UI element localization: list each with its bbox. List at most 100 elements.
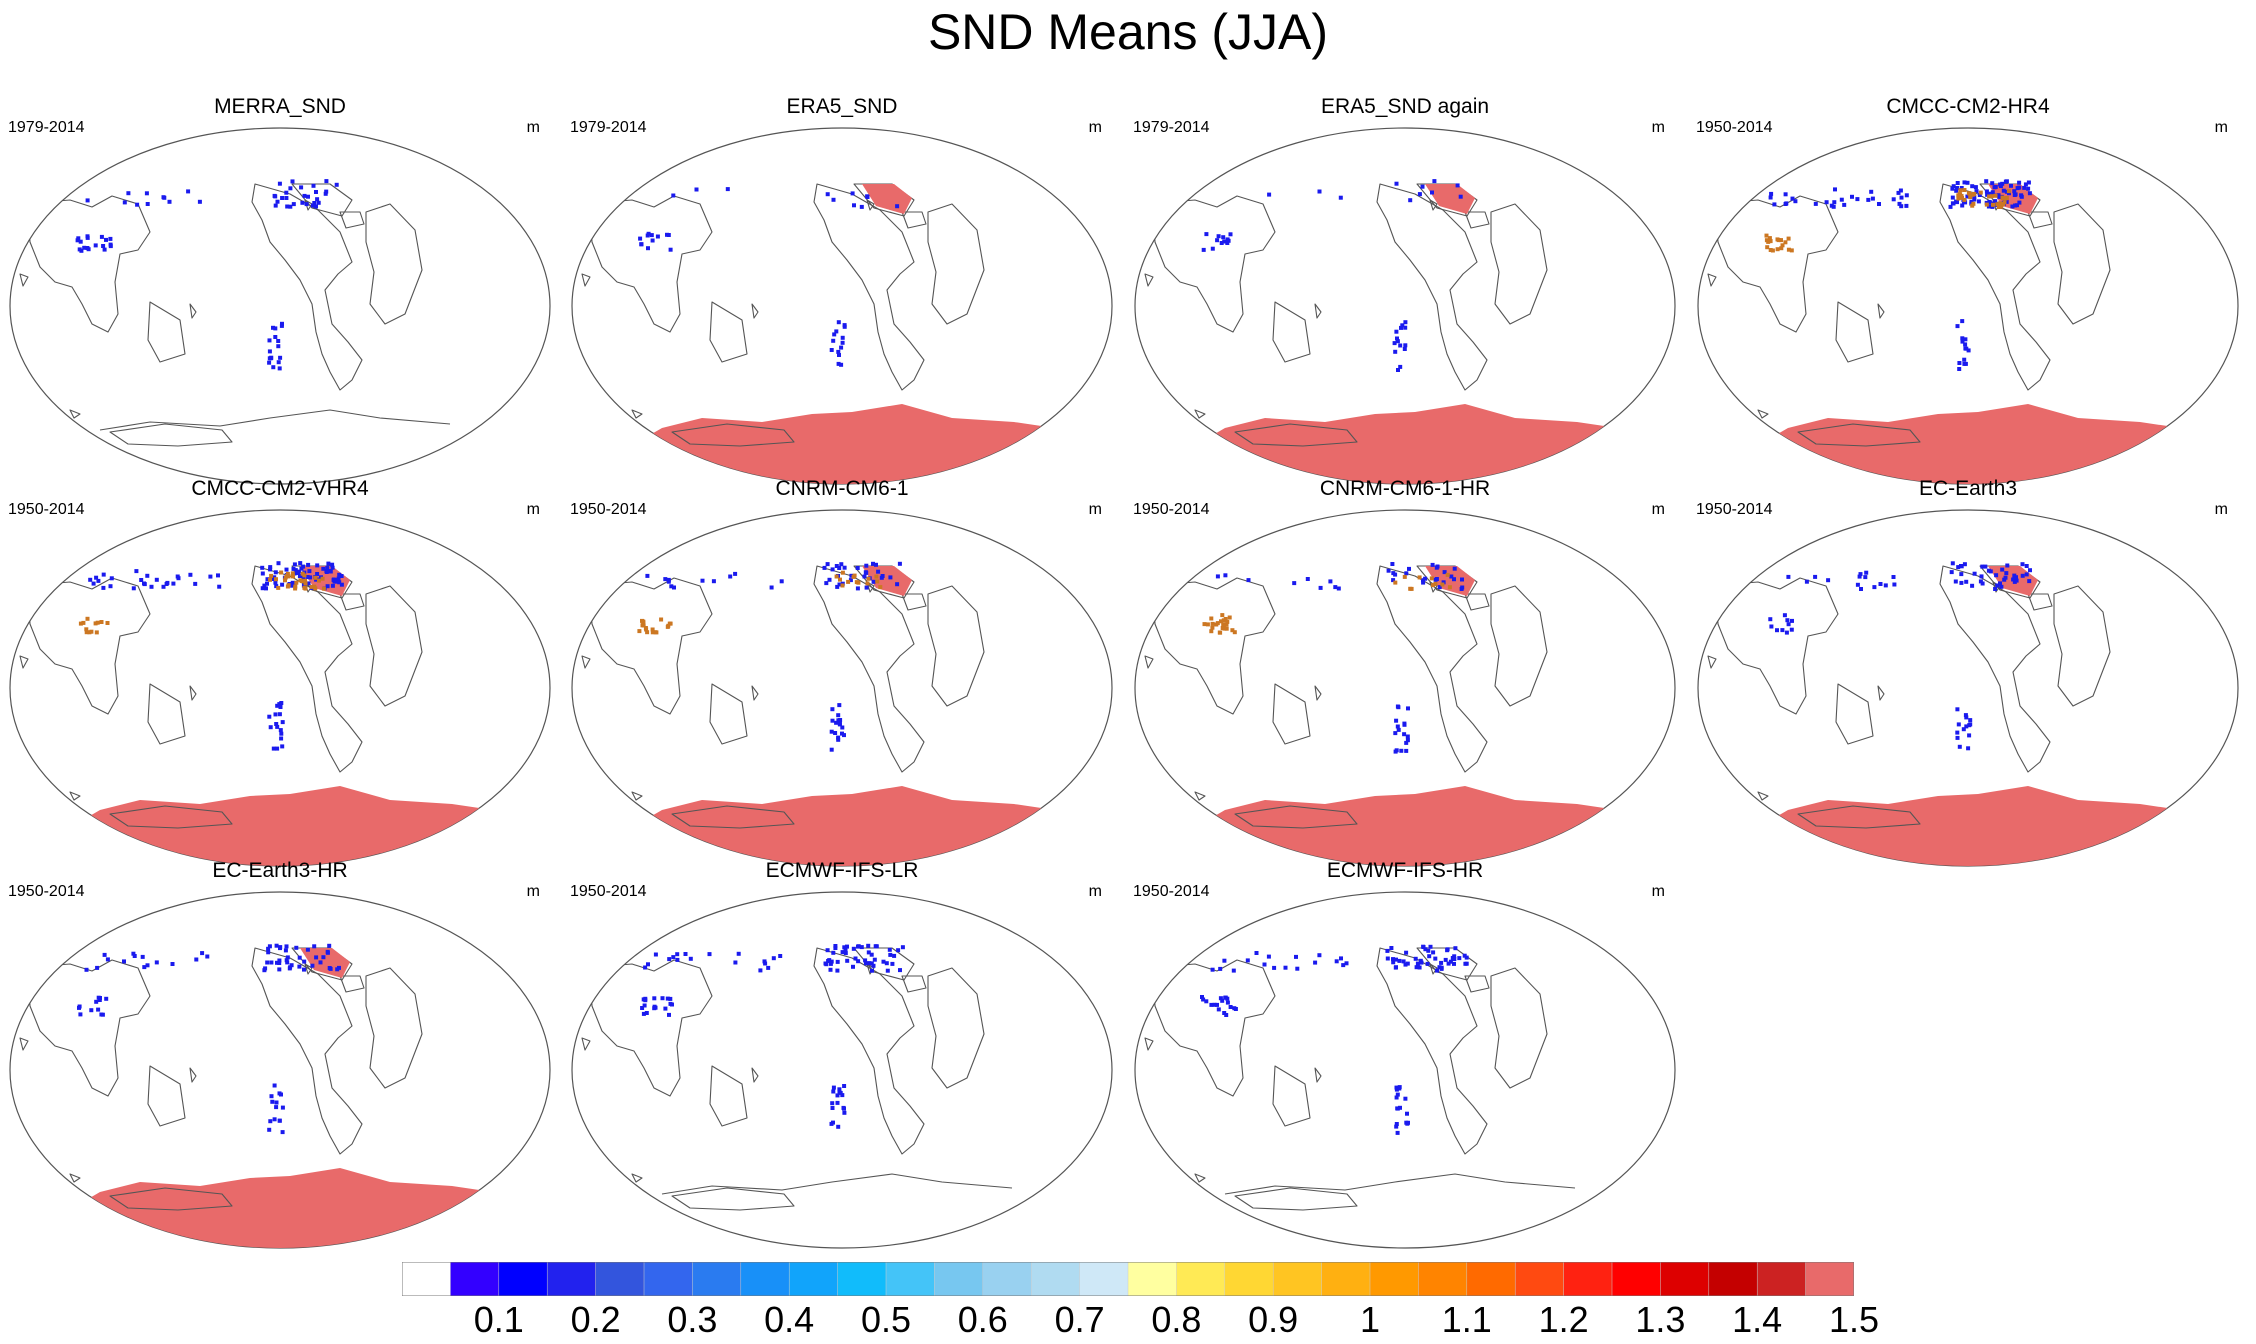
legend-tick-label: 0.3 xyxy=(667,1299,718,1340)
legend-tick-label: 0.2 xyxy=(570,1299,621,1340)
coastline xyxy=(251,565,363,773)
coastline xyxy=(581,273,591,287)
legend-swatch xyxy=(1224,1262,1274,1296)
map-plot xyxy=(571,891,1113,1249)
siberia-snow xyxy=(1215,573,1341,591)
legend-swatch xyxy=(1369,1262,1420,1296)
coastline xyxy=(927,967,985,1089)
coastline xyxy=(1797,423,1921,447)
siberia-snow xyxy=(671,187,730,198)
coastline xyxy=(1194,791,1206,801)
arctic-mixed-snow xyxy=(834,570,883,590)
globe-outline xyxy=(571,891,1113,1249)
siberia-snow xyxy=(645,571,784,590)
figure-title: SND Means (JJA) xyxy=(927,4,1329,60)
legend-swatch xyxy=(643,1262,694,1296)
coastline xyxy=(147,301,186,363)
siberia-snow xyxy=(1786,570,1897,591)
legend-swatch xyxy=(982,1262,1032,1296)
coastline xyxy=(365,967,423,1089)
coastline xyxy=(927,203,985,325)
tibet-snow xyxy=(1764,233,1794,253)
panel-title: EC-Earth3 xyxy=(1918,477,2018,500)
coastline xyxy=(853,947,915,981)
color-legend xyxy=(402,1262,1854,1296)
coastline xyxy=(866,199,875,211)
coastline xyxy=(581,1037,591,1051)
tibet-snow xyxy=(1768,613,1794,635)
coastline xyxy=(581,655,591,669)
legend-tick-label: 0.7 xyxy=(1054,1299,1105,1340)
arctic-mixed-snow xyxy=(1956,188,2011,209)
map-plot xyxy=(1697,509,2239,867)
andes-snow xyxy=(1394,1085,1410,1135)
coastline xyxy=(365,585,423,707)
coastline xyxy=(671,423,795,447)
coastline xyxy=(1797,805,1921,829)
legend-swatch xyxy=(1660,1262,1710,1296)
map-plot xyxy=(1697,127,2239,485)
coastline xyxy=(1194,409,1206,419)
andes-snow xyxy=(829,320,847,367)
coastline xyxy=(109,1187,233,1211)
north-america-snow xyxy=(823,943,905,973)
legend-swatch xyxy=(1756,1262,1807,1296)
legend-swatch xyxy=(885,1262,936,1296)
coastline xyxy=(927,585,985,707)
coastline xyxy=(1144,655,1154,669)
siberia-snow xyxy=(1768,187,1909,209)
map-panel: ERA5_SND again 1979-2014 m xyxy=(1125,92,1685,486)
coastline xyxy=(631,1173,643,1183)
map-panel: EC-Earth3 1950-2014 m xyxy=(1688,474,2248,868)
panel-units: m xyxy=(526,883,540,900)
coastline xyxy=(189,303,197,319)
legend-tick-label: 1.2 xyxy=(1538,1299,1589,1340)
tibet-snow xyxy=(77,995,109,1017)
coastline xyxy=(291,183,353,217)
tibet-snow xyxy=(1201,232,1233,252)
legend-swatch xyxy=(450,1262,500,1296)
legend-swatch xyxy=(1514,1262,1565,1296)
legend-swatch xyxy=(934,1262,984,1296)
legend-swatch xyxy=(595,1262,645,1296)
coastline xyxy=(901,211,927,229)
coastline xyxy=(1376,565,1488,773)
coastline xyxy=(1152,195,1276,333)
coastline xyxy=(1429,199,1438,211)
coastline xyxy=(631,791,643,801)
legend-swatch xyxy=(788,1262,839,1296)
coastline xyxy=(671,1187,795,1211)
panel-title: ECMWF-IFS-LR xyxy=(765,859,919,882)
north-america-snow xyxy=(272,179,339,209)
coastline xyxy=(339,593,365,611)
north-america-snow xyxy=(1948,179,2032,209)
coastline xyxy=(709,683,748,745)
legend-tick-label: 1.1 xyxy=(1441,1299,1492,1340)
coastline xyxy=(1707,273,1717,287)
legend-swatch xyxy=(1611,1262,1662,1296)
coastline xyxy=(251,183,363,391)
coastline xyxy=(671,805,795,829)
legend-swatch xyxy=(1079,1262,1129,1296)
andes-snow xyxy=(267,321,284,371)
globe-outline xyxy=(1134,891,1676,1249)
coastline xyxy=(27,195,151,333)
coastline xyxy=(589,959,713,1097)
panel-period: 1950-2014 xyxy=(1696,119,1773,136)
coastline xyxy=(813,183,925,391)
legend-swatch xyxy=(1176,1262,1226,1296)
north-america-snow xyxy=(1394,179,1463,203)
legend-swatch xyxy=(1563,1262,1613,1296)
panel-period: 1950-2014 xyxy=(570,501,647,518)
coastline xyxy=(1490,585,1548,707)
coastline xyxy=(1272,683,1311,745)
coastline xyxy=(1464,975,1490,993)
panel-period: 1950-2014 xyxy=(1133,883,1210,900)
andes-snow xyxy=(1392,320,1408,372)
coastline xyxy=(751,303,759,319)
legend-swatch xyxy=(1708,1262,1758,1296)
coastline xyxy=(1272,1065,1311,1127)
coastline xyxy=(1757,409,1769,419)
coastline xyxy=(304,963,313,975)
panel-period: 1979-2014 xyxy=(570,119,647,136)
